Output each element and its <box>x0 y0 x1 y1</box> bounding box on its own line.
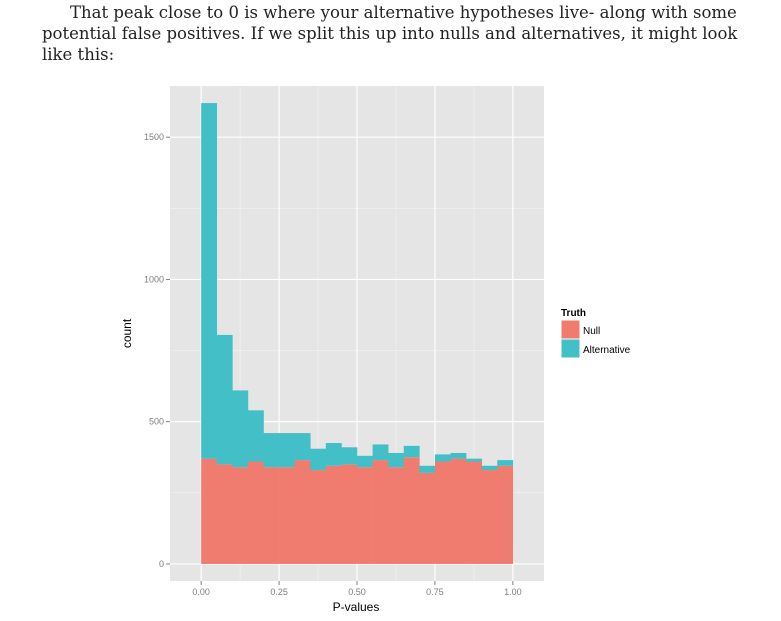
bar-alternative <box>216 334 233 465</box>
y-tick-label: 500 <box>149 417 164 427</box>
bar-alternative <box>357 455 373 468</box>
bar-null <box>279 467 295 564</box>
x-tick-label: 0.00 <box>192 587 210 597</box>
bar-alternative <box>201 103 218 459</box>
bar-alternative <box>481 465 498 471</box>
bar-alternative <box>434 454 451 462</box>
bar-null <box>388 467 405 564</box>
x-tick-label: 0.50 <box>348 587 366 597</box>
bar-alternative <box>419 465 436 473</box>
bar-alternative <box>403 445 420 458</box>
legend-title: Truth <box>561 308 586 319</box>
legend-label-null: Null <box>583 326 600 337</box>
bar-alternative <box>372 444 389 461</box>
bar-null <box>216 464 233 564</box>
bar-null <box>403 457 420 564</box>
bar-null <box>263 467 280 564</box>
bar-null <box>497 465 514 564</box>
bar-null <box>481 470 498 564</box>
bar-null <box>466 461 482 564</box>
bar-null <box>201 458 218 564</box>
bar-null <box>450 458 467 564</box>
y-tick-label: 0 <box>159 559 164 569</box>
x-tick-label: 0.25 <box>270 587 288 597</box>
bar-alternative <box>450 452 467 459</box>
body-paragraph: That peak close to 0 is where your alter… <box>42 3 738 64</box>
legend-label-alternative: Alternative <box>583 345 631 356</box>
x-tick-label: 1.00 <box>504 587 522 597</box>
bar-alternative <box>325 443 342 466</box>
bar-null <box>419 472 436 564</box>
bar-alternative <box>294 433 311 461</box>
bar-null <box>232 467 249 564</box>
y-tick-label: 1000 <box>144 274 164 284</box>
bar-alternative <box>310 448 327 471</box>
bar-alternative <box>341 447 358 465</box>
legend-key-alternative <box>560 338 581 359</box>
bar-alternative <box>466 458 482 462</box>
bar-null <box>310 470 327 564</box>
bar-alternative <box>388 452 405 468</box>
bar-null <box>325 465 342 564</box>
bar-null <box>357 467 373 564</box>
y-tick-label: 1500 <box>144 132 164 142</box>
bar-null <box>341 464 358 564</box>
x-axis: 0.00 0.25 0.50 0.75 1.00 <box>192 581 522 597</box>
bar-alternative <box>497 460 514 466</box>
bar-null <box>372 460 389 564</box>
bar-null <box>247 461 264 564</box>
bar-alternative <box>263 433 280 468</box>
bar-null <box>434 461 451 564</box>
bars-group <box>201 103 514 564</box>
bar-alternative <box>247 410 264 462</box>
y-axis-title: count <box>120 318 134 348</box>
x-tick-label: 0.75 <box>426 587 444 597</box>
legend-key-null <box>560 319 581 340</box>
x-axis-title: P-values <box>333 600 380 614</box>
y-axis: 0 500 1000 1500 <box>144 132 170 569</box>
bar-alternative <box>232 390 249 468</box>
legend: Truth Null Alternative <box>560 308 631 359</box>
bar-null <box>294 460 311 564</box>
bar-alternative <box>279 433 295 468</box>
